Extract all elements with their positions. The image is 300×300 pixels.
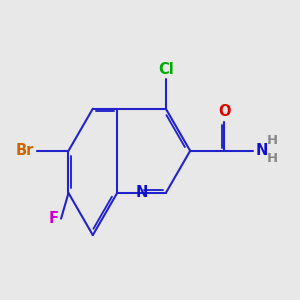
Text: Br: Br [16,143,34,158]
Text: N: N [135,185,148,200]
Text: Cl: Cl [158,62,174,77]
Text: N: N [256,143,268,158]
Text: H: H [267,152,278,165]
Text: O: O [218,104,230,119]
Text: F: F [49,211,58,226]
Text: H: H [267,134,278,147]
